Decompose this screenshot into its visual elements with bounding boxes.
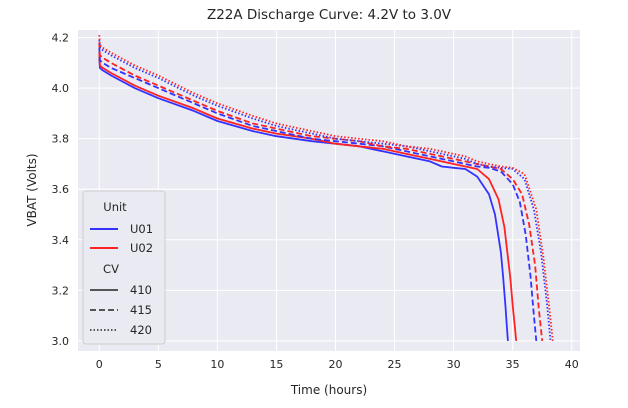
legend-hue-title: Unit <box>103 200 127 214</box>
x-tick-label: 10 <box>210 358 224 371</box>
y-axis-label: VBAT (Volts) <box>25 153 39 226</box>
legend: Unit U01 U02 CV 410 415 420 <box>82 190 166 345</box>
y-tick-label: 3.2 <box>52 284 70 297</box>
legend-label-410: 410 <box>130 283 152 297</box>
x-tick-label: 0 <box>96 358 103 371</box>
series-line-u02-420 <box>98 35 554 341</box>
y-ticks: 3.0 3.2 3.4 3.6 3.8 4.0 4.2 <box>52 32 70 348</box>
series-line-u02-415 <box>98 42 544 341</box>
y-tick-label: 3.8 <box>52 133 70 146</box>
series-line-u02-410 <box>98 52 518 341</box>
grid <box>78 30 580 351</box>
x-tick-label: 15 <box>269 358 283 371</box>
series-line-u01-420 <box>98 40 552 341</box>
x-tick-label: 25 <box>388 358 402 371</box>
x-axis-label: Time (hours) <box>290 383 367 397</box>
series-line-u01-415 <box>98 47 538 341</box>
x-tick-label: 35 <box>506 358 520 371</box>
legend-label-420: 420 <box>130 323 152 337</box>
y-tick-label: 3.6 <box>52 183 70 196</box>
y-tick-label: 3.4 <box>52 234 70 247</box>
y-tick-label: 4.0 <box>52 82 70 95</box>
legend-label-u01: U01 <box>130 222 153 236</box>
chart-title: Z22A Discharge Curve: 4.2V to 3.0V <box>207 7 452 23</box>
x-tick-label: 40 <box>565 358 579 371</box>
x-ticks: 0 5 10 15 20 25 30 35 40 <box>96 358 579 371</box>
x-tick-label: 30 <box>447 358 461 371</box>
legend-label-415: 415 <box>130 303 152 317</box>
series-line-u01-410 <box>98 57 509 341</box>
legend-style-title: CV <box>103 262 119 276</box>
legend-label-u02: U02 <box>130 241 153 255</box>
y-tick-label: 3.0 <box>52 335 70 348</box>
x-tick-label: 20 <box>328 358 342 371</box>
series-lines <box>98 35 554 341</box>
x-tick-label: 5 <box>155 358 162 371</box>
y-tick-label: 4.2 <box>52 32 70 45</box>
